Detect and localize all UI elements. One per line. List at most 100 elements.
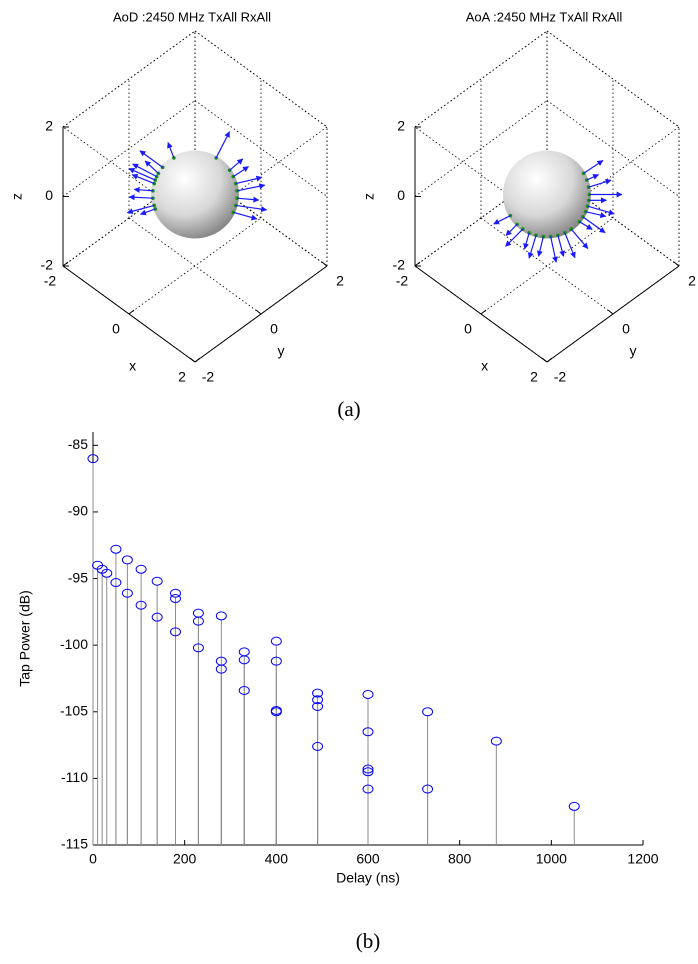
- grid-line: [546, 169, 680, 267]
- marker: [568, 801, 580, 811]
- ray: [527, 235, 537, 259]
- ray: [579, 221, 593, 230]
- y-tick-label: -105: [60, 702, 88, 718]
- x-tick-label: 0: [89, 851, 97, 867]
- ray: [585, 211, 607, 219]
- y-tick-label: -95: [68, 569, 88, 585]
- y-tick-label: 0: [270, 321, 278, 337]
- ray: [557, 235, 566, 257]
- x-tick-label: -2: [44, 273, 57, 289]
- marker: [121, 588, 133, 598]
- ray: [570, 228, 589, 250]
- y-tick-label: -2: [554, 369, 567, 385]
- tick-mark: [546, 357, 553, 363]
- marker: [151, 612, 163, 622]
- y-tick-label: 0: [622, 321, 630, 337]
- marker: [362, 689, 374, 699]
- marker: [238, 647, 250, 657]
- grid-line: [414, 100, 548, 197]
- x-tick-label: 1000: [536, 851, 567, 867]
- marker: [110, 544, 122, 554]
- tick-mark: [194, 357, 201, 363]
- ray: [132, 163, 157, 178]
- grid-line: [62, 100, 196, 197]
- marker: [312, 701, 324, 711]
- grid-line: [194, 100, 328, 197]
- y-tick-label: -85: [68, 436, 88, 452]
- y-axis-label: Tap Power (dB): [17, 590, 33, 686]
- y-tick-label: -2: [202, 369, 215, 385]
- x-tick-label: 600: [356, 851, 380, 867]
- grid-line: [128, 217, 262, 315]
- grid-line: [128, 217, 262, 315]
- ray: [588, 178, 612, 188]
- ray: [167, 141, 175, 159]
- y-tick-label: 2: [336, 273, 344, 289]
- x-tick-label: 800: [448, 851, 472, 867]
- ray: [128, 194, 153, 201]
- grid-line: [480, 217, 614, 315]
- z-tick-label: 0: [45, 187, 53, 203]
- marker: [151, 576, 163, 586]
- sphere: [503, 150, 591, 239]
- ray: [523, 232, 530, 250]
- marker: [192, 608, 204, 618]
- marker: [422, 707, 434, 717]
- tick-mark: [480, 309, 487, 315]
- x-axis-label: x: [129, 358, 136, 374]
- ray: [128, 167, 156, 181]
- ray: [236, 183, 266, 192]
- chart-title: AoA :2450 MHz TxAll RxAll: [466, 9, 623, 24]
- ray: [505, 228, 524, 247]
- z-tick-label: -2: [393, 257, 406, 273]
- marker: [215, 664, 227, 674]
- x-axis-label: x: [481, 358, 488, 374]
- ray: [505, 223, 518, 236]
- marker: [215, 611, 227, 621]
- grid-line: [546, 30, 680, 128]
- tick-mark: [321, 261, 328, 267]
- marker: [362, 727, 374, 737]
- y-tick-label: -100: [60, 636, 88, 652]
- tick-mark: [255, 309, 262, 315]
- y-tick-label: -115: [61, 836, 88, 852]
- ray: [235, 175, 263, 185]
- x-tick-label: 400: [265, 851, 289, 867]
- ray: [133, 186, 153, 193]
- z-tick-label: 2: [397, 118, 405, 134]
- grid-line: [414, 30, 548, 128]
- box-edge: [62, 126, 196, 224]
- x-axis-label: Delay (ns): [336, 870, 400, 886]
- tick-mark: [541, 357, 548, 363]
- x-tick-label: -2: [396, 273, 409, 289]
- x-tick-label: 2: [178, 369, 186, 385]
- marker: [121, 555, 133, 565]
- y-axis-label: y: [278, 343, 285, 359]
- ray: [144, 160, 159, 174]
- grid-line: [194, 30, 328, 128]
- ray: [233, 211, 258, 221]
- marker: [362, 764, 374, 774]
- ray: [215, 131, 231, 159]
- ray: [493, 215, 511, 225]
- tick-mark: [189, 357, 196, 363]
- marker: [110, 578, 122, 588]
- tick-mark: [414, 261, 421, 267]
- marker: [270, 656, 282, 666]
- y-tick-label: -90: [68, 503, 88, 519]
- ray: [550, 236, 558, 263]
- marker: [101, 568, 113, 578]
- caption: (b): [356, 929, 381, 953]
- marker: [362, 784, 374, 794]
- marker: [238, 685, 250, 695]
- marker: [192, 643, 204, 653]
- x-tick-label: 0: [464, 321, 472, 337]
- marker: [490, 736, 502, 746]
- ray: [229, 158, 244, 171]
- x-tick-label: 200: [173, 851, 197, 867]
- sphere: [151, 150, 239, 239]
- ray: [582, 216, 606, 234]
- marker: [135, 564, 147, 574]
- z-axis-label: z: [9, 193, 25, 200]
